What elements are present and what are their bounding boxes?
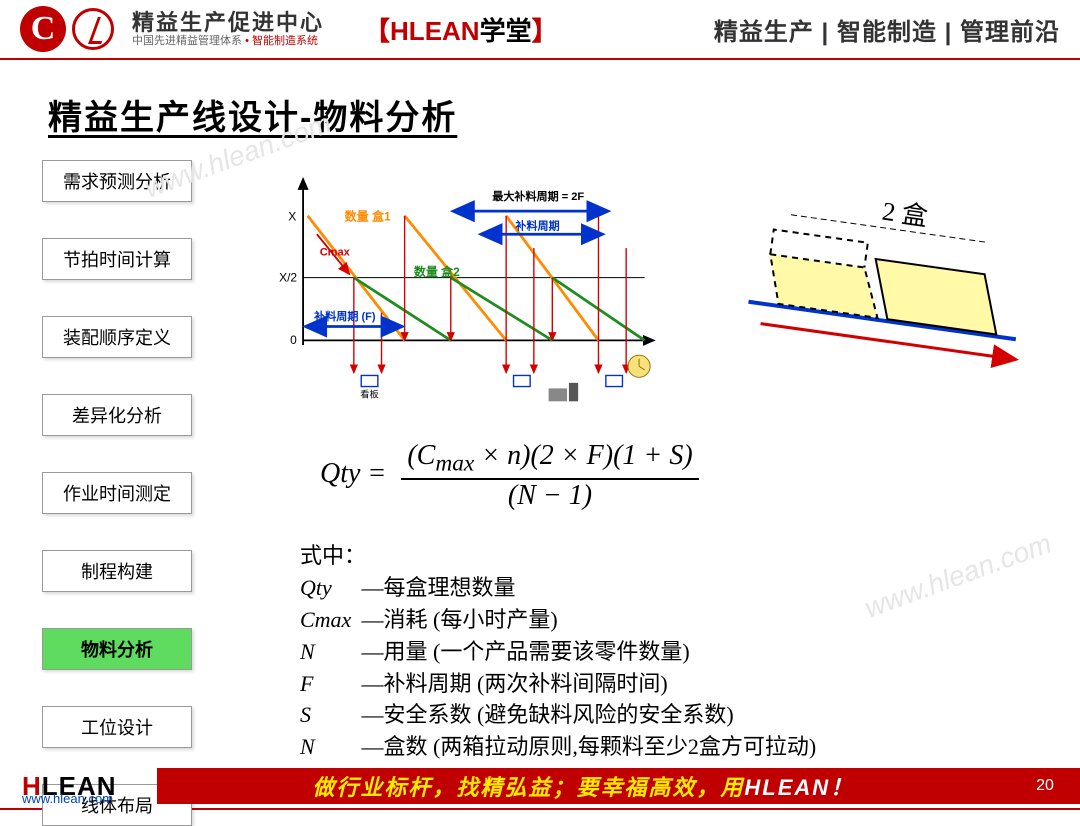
logo-text: 精益生产促进中心 中国先进精益管理体系 • 智能制造系统	[132, 11, 324, 47]
definition-row: S —安全系数 (避免缺料风险的安全系数)	[300, 699, 816, 731]
svg-text:看板: 看板	[360, 389, 378, 400]
sidebar: 需求预测分析节拍时间计算装配顺序定义差异化分析作业时间测定制程构建物料分析工位设…	[42, 160, 192, 826]
svg-text:补料周期 (F): 补料周期 (F)	[313, 309, 376, 323]
definition-row: N —盒数 (两箱拉动原则,每颗料至少2盒方可拉动)	[300, 731, 816, 763]
definition-row: Cmax —消耗 (每小时产量)	[300, 604, 816, 636]
formula-lhs: Qty =	[320, 458, 386, 489]
consumption-chart: X X/2 0 Cmax 数量 盒1 数量 盒2 看板 补料周期 (F) 最大补…	[240, 165, 680, 405]
sidebar-item[interactable]: 作业时间测定	[42, 472, 192, 514]
svg-text:数量 盒2: 数量 盒2	[414, 264, 460, 279]
qty-formula: Qty = (Cmax × n)(2 × F)(1 + S) (N − 1)	[320, 440, 699, 512]
sidebar-item[interactable]: 物料分析	[42, 628, 192, 670]
sidebar-item[interactable]: 制程构建	[42, 550, 192, 592]
page-title: 精益生产线设计-物料分析	[48, 90, 1080, 139]
formula-den: (N − 1)	[401, 480, 698, 512]
svg-text:补料周期: 补料周期	[514, 219, 559, 233]
definition-row: N —用量 (一个产品需要该零件数量)	[300, 636, 816, 668]
footer: HLEAN www.hlean.com 做行业标杆，找精弘益；要幸福高效，用 H…	[0, 764, 1080, 808]
defs-heading: 式中：	[300, 540, 816, 572]
definition-row: F —补料周期 (两次补料间隔时间)	[300, 668, 816, 700]
y-zero: 0	[290, 333, 297, 347]
sidebar-item[interactable]: 工位设计	[42, 706, 192, 748]
y-top: X	[288, 209, 296, 223]
sidebar-item[interactable]: 节拍时间计算	[42, 238, 192, 280]
header-right: 精益生产 | 智能制造 | 管理前沿	[714, 12, 1060, 47]
sidebar-item[interactable]: 差异化分析	[42, 394, 192, 436]
definitions: 式中： Qty —每盒理想数量Cmax —消耗 (每小时产量)N —用量 (一个…	[300, 540, 816, 763]
sidebar-item[interactable]: 装配顺序定义	[42, 316, 192, 358]
svg-text:最大补料周期 = 2F: 最大补料周期 = 2F	[492, 189, 584, 203]
logo-line1: 精益生产促进中心	[132, 11, 324, 35]
formula-num: (Cmax × n)(2 × F)(1 + S)	[401, 440, 698, 480]
sidebar-item[interactable]: 需求预测分析	[42, 160, 192, 202]
logo: C	[20, 6, 114, 52]
two-box-illustration: 2 盒	[720, 200, 1040, 400]
hlean-tag: 【HLEAN学堂】	[364, 11, 558, 48]
page-number: 20	[1010, 768, 1080, 804]
footer-url: www.hlean.com	[22, 791, 113, 806]
svg-text:数量 盒1: 数量 盒1	[345, 208, 391, 223]
svg-text:2 盒: 2 盒	[880, 197, 929, 232]
header: C 精益生产促进中心 中国先进精益管理体系 • 智能制造系统 【HLEAN学堂】…	[0, 0, 1080, 60]
watermark: www.hlean.com	[860, 527, 1055, 624]
footer-slogan: 做行业标杆，找精弘益；要幸福高效，用 HLEAN！	[157, 768, 1010, 804]
definition-row: Qty —每盒理想数量	[300, 572, 816, 604]
y-mid: X/2	[279, 270, 297, 284]
logo-c-icon: C	[20, 6, 66, 52]
logo-line2: 中国先进精益管理体系 • 智能制造系统	[132, 35, 324, 47]
logo-ring-icon	[72, 8, 114, 50]
svg-text:Cmax: Cmax	[320, 246, 351, 258]
